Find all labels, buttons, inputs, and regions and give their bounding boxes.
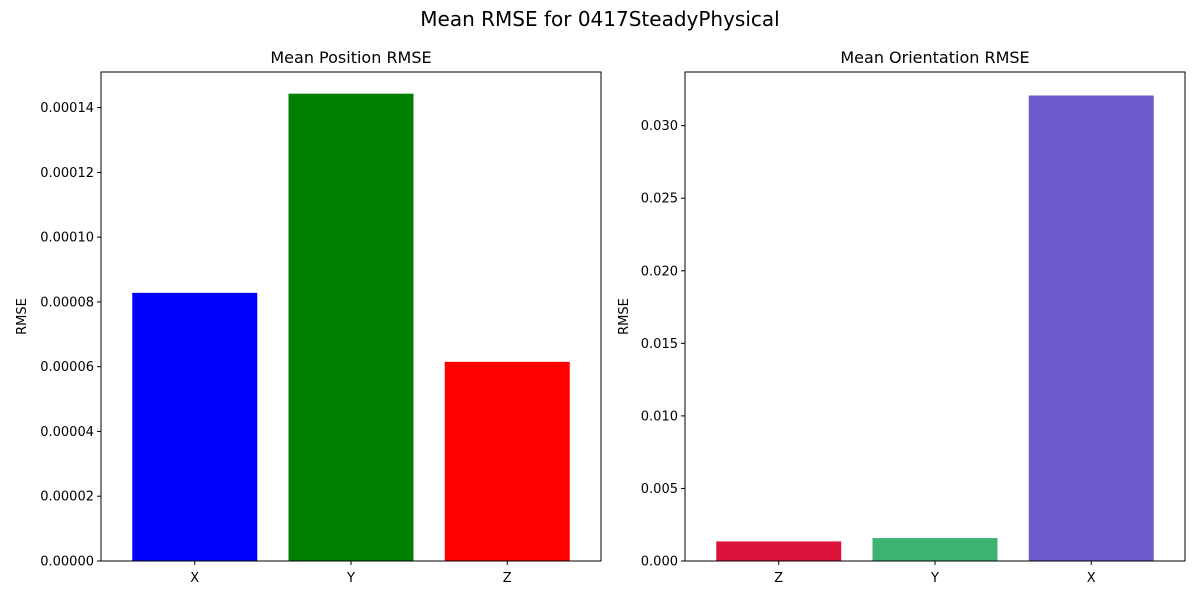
orientation-ytick-label: 0.000 [641,555,678,570]
position-bar-y [288,93,414,561]
orientation-ytick-label: 0.025 [641,192,678,207]
position-ytick-label: 0.00006 [40,360,94,375]
position-xtick-label: Z [503,571,512,586]
position-ytick-label: 0.00000 [40,555,94,570]
position-xtick-label: X [190,571,199,586]
position-xtick-label: Y [346,571,355,586]
position-ytick-label: 0.00008 [40,295,94,310]
position-ytick-label: 0.00014 [40,101,94,116]
figure-title: Mean RMSE for 0417SteadyPhysical [420,7,780,31]
orientation-ytick-label: 0.005 [641,482,678,497]
orientation-ytick-label: 0.020 [641,264,678,279]
orientation-ytick-label: 0.030 [641,119,678,134]
position-ytick-label: 0.00004 [40,425,94,440]
orientation-xtick-label: Z [774,571,783,586]
orientation-ytick-label: 0.010 [641,409,678,424]
position-bar-x [132,292,258,561]
orientation-chart-title: Mean Orientation RMSE [840,48,1029,67]
orientation-xtick-label: Y [930,571,939,586]
orientation-bar-x [1028,95,1154,561]
orientation-y-axis-label: RMSE [617,298,632,335]
orientation-bar-y [872,538,998,561]
position-bar-z [444,361,570,561]
position-y-axis-label: RMSE [15,298,30,335]
position-chart-title: Mean Position RMSE [270,48,431,67]
orientation-bar-z [716,541,842,561]
orientation-ytick-label: 0.015 [641,337,678,352]
orientation-xtick-label: X [1087,571,1096,586]
position-ytick-label: 0.00002 [40,490,94,505]
position-ytick-label: 0.00012 [40,166,94,181]
position-ytick-label: 0.00010 [40,231,94,246]
